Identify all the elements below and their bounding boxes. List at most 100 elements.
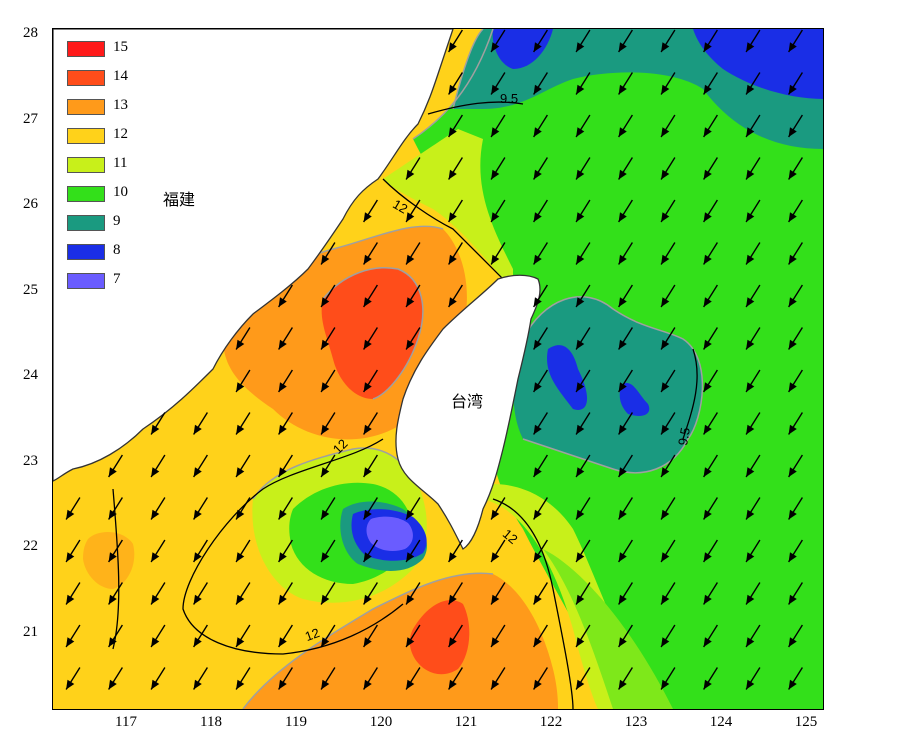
zone-9-east xyxy=(513,296,703,473)
y-tick-28: 28 xyxy=(23,25,38,41)
wind-arrow-head xyxy=(491,679,500,690)
wind-arrow-head xyxy=(236,509,245,520)
wind-arrow-head xyxy=(491,84,500,95)
wind-arrow-head xyxy=(151,637,160,648)
x-tick-120: 120 xyxy=(369,714,393,730)
wind-arrow-head xyxy=(618,382,627,393)
wind-arrow-head xyxy=(363,467,372,478)
legend-row: 13 xyxy=(67,97,157,115)
legend-row: 12 xyxy=(67,126,157,144)
wind-arrow-head xyxy=(236,594,245,605)
wind-arrow-head xyxy=(576,84,585,95)
wind-arrow-head xyxy=(746,382,755,393)
wind-arrow-head xyxy=(746,637,755,648)
wind-arrow-head xyxy=(321,297,330,308)
wind-arrow-head xyxy=(236,339,245,350)
wind-arrow-head xyxy=(108,679,117,690)
wind-arrow-head xyxy=(151,467,160,478)
x-tick-123: 123 xyxy=(624,714,648,730)
legend-label: 8 xyxy=(113,242,121,258)
wind-arrow-head xyxy=(661,637,670,648)
wind-arrow-head xyxy=(788,467,797,478)
map-frame: 9.5 9.5 12 12 12 12 福建 台湾 15 14 13 12 11… xyxy=(52,28,824,710)
wind-arrow-head xyxy=(661,382,670,393)
wind-arrow-head xyxy=(236,637,245,648)
wind-arrow-head xyxy=(703,127,712,138)
wind-arrow-head xyxy=(576,679,585,690)
wind-arrow-head xyxy=(151,509,160,520)
wind-arrow-head xyxy=(618,254,627,265)
wind-arrow-head xyxy=(576,382,585,393)
zone-10-east-soft xyxy=(543,549,673,709)
wind-arrow-head xyxy=(66,637,75,648)
legend-row: 11 xyxy=(67,155,157,173)
wind-arrow-head xyxy=(533,212,542,223)
wind-arrow-head xyxy=(533,297,542,308)
wind-arrow-head xyxy=(406,552,415,563)
zone-8-north-1 xyxy=(492,29,553,69)
wind-arrow-head xyxy=(788,169,797,180)
wind-arrow-head xyxy=(363,382,372,393)
wind-arrow-head xyxy=(661,42,670,53)
legend-row: 10 xyxy=(67,184,157,202)
legend-swatch xyxy=(67,99,105,115)
legend-label: 13 xyxy=(113,97,128,113)
wind-arrow-head xyxy=(491,509,500,520)
wind-arrow-head xyxy=(703,594,712,605)
wind-arrow-head xyxy=(236,424,245,435)
contour-label-east: 9.5 xyxy=(675,426,693,447)
x-tick-124: 124 xyxy=(709,714,733,730)
wind-arrow-head xyxy=(746,509,755,520)
wind-arrow-head xyxy=(746,297,755,308)
zone-13-west xyxy=(83,532,135,589)
wind-arrow-head xyxy=(193,424,202,435)
wind-arrow-head xyxy=(576,42,585,53)
wind-arrow-head xyxy=(661,509,670,520)
wind-arrow-head xyxy=(618,424,627,435)
wind-arrow-head xyxy=(576,212,585,223)
wind-arrow-head xyxy=(746,424,755,435)
wind-arrow-head xyxy=(193,594,202,605)
wind-arrow-head xyxy=(618,552,627,563)
zone-11-band xyxy=(383,129,513,289)
wind-arrow-head xyxy=(321,339,330,350)
wind-arrow-head xyxy=(576,552,585,563)
wind-arrow-head xyxy=(278,467,287,478)
wind-arrow-head xyxy=(448,42,457,53)
wind-arrow-head xyxy=(703,339,712,350)
wind-arrow-head xyxy=(406,509,415,520)
wind-arrow-head xyxy=(703,552,712,563)
wind-arrow-head xyxy=(746,339,755,350)
wind-arrow-head xyxy=(278,382,287,393)
x-tick-118: 118 xyxy=(200,714,222,730)
wind-arrow-head xyxy=(661,552,670,563)
y-tick-26: 26 xyxy=(23,196,38,212)
legend-label: 11 xyxy=(113,155,128,171)
wind-arrow-head xyxy=(788,382,797,393)
y-tick-25: 25 xyxy=(23,282,38,298)
wind-arrow-head xyxy=(406,679,415,690)
legend-swatch xyxy=(67,128,105,144)
wind-arrow-head xyxy=(703,297,712,308)
wind-arrow-head xyxy=(278,594,287,605)
wind-arrow-head xyxy=(661,169,670,180)
wind-arrow-head xyxy=(448,127,457,138)
wind-arrow-head xyxy=(108,467,117,478)
zone-8-east-2 xyxy=(619,383,650,416)
wind-arrow-head xyxy=(576,637,585,648)
wind-arrow-head xyxy=(618,169,627,180)
wind-arrow-head xyxy=(618,679,627,690)
wind-arrow-head xyxy=(406,297,415,308)
wind-arrow-head xyxy=(746,467,755,478)
wind-arrow-head xyxy=(151,679,160,690)
wind-arrow-head xyxy=(193,552,202,563)
wind-arrow-head xyxy=(661,467,670,478)
wind-arrow-head xyxy=(703,679,712,690)
wind-arrow-head xyxy=(448,552,457,563)
wind-arrow-head xyxy=(321,424,330,435)
legend-row: 14 xyxy=(67,68,157,86)
wind-arrow-head xyxy=(236,552,245,563)
wind-arrow-head xyxy=(406,339,415,350)
wind-arrow-head xyxy=(533,254,542,265)
wind-arrow-head xyxy=(788,424,797,435)
